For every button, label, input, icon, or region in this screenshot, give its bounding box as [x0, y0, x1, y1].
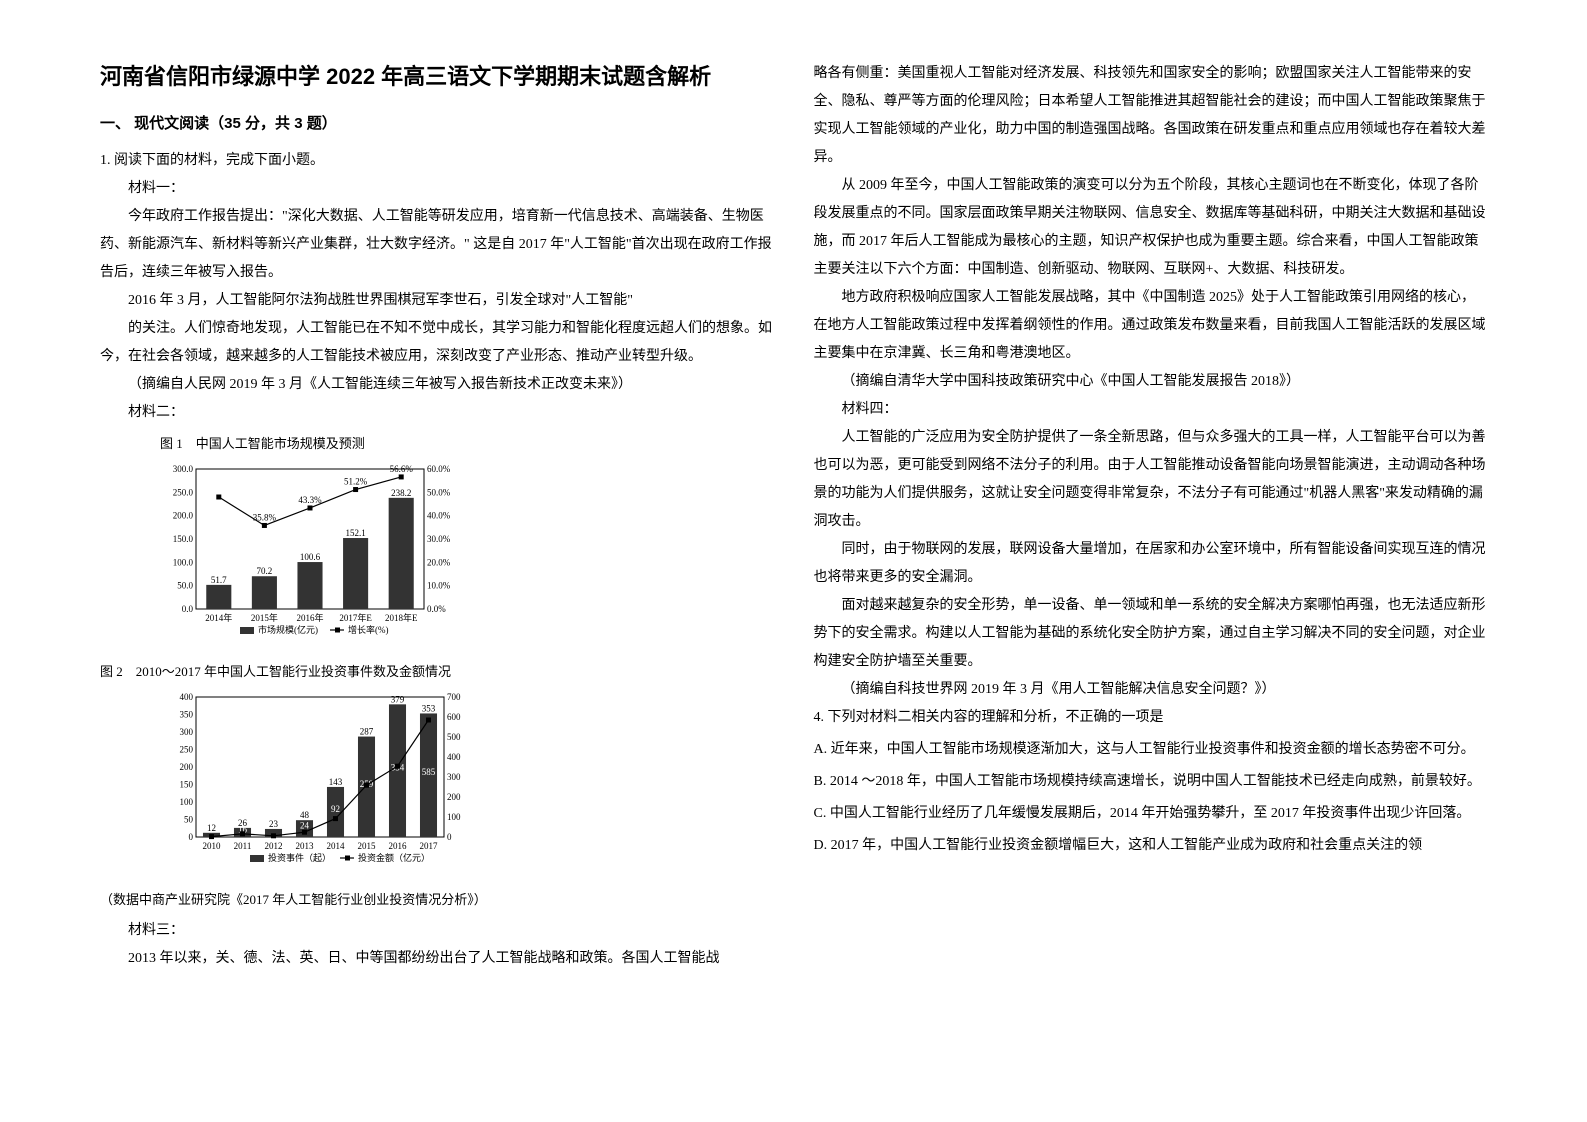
svg-text:20.0%: 20.0% — [427, 557, 451, 567]
svg-text:24: 24 — [300, 821, 310, 831]
option-c: C. 中国人工智能行业经历了几年缓慢发展期后，2014 年开始强势攀升，至 20… — [814, 800, 1488, 828]
svg-text:287: 287 — [360, 727, 374, 737]
svg-text:0: 0 — [447, 832, 452, 842]
chart-source: （数据中商产业研究院《2017 年人工智能行业创业投资情况分析》） — [100, 887, 774, 913]
svg-text:投资事件（起）: 投资事件（起） — [268, 852, 331, 863]
right-p2: 从 2009 年至今，中国人工智能政策的演变可以分为五个阶段，其核心主题词也在不… — [814, 172, 1488, 284]
chart-1: 0.0 50.0 100.0 150.0 200.0 250.0 300.0 0.0% 10.0… — [160, 463, 774, 653]
svg-text:60.0%: 60.0% — [427, 464, 451, 474]
material-4-heading: 材料四： — [814, 396, 1488, 424]
right-p6: 面对越来越复杂的安全形势，单一设备、单一领域和单一系统的安全解决方案哪怕再强，也… — [814, 592, 1488, 676]
option-d: D. 2017 年，中国人工智能行业投资金额增幅巨大，这和人工智能产业成为政府和… — [814, 832, 1488, 860]
svg-text:100.6: 100.6 — [300, 552, 321, 562]
svg-text:市场规模(亿元): 市场规模(亿元) — [258, 624, 318, 635]
svg-text:投资金额（亿元）: 投资金额（亿元） — [358, 852, 430, 863]
svg-text:100.0: 100.0 — [173, 557, 194, 567]
material-4-source: （摘编自科技世界网 2019 年 3 月《用人工智能解决信息安全问题？》） — [814, 676, 1488, 704]
svg-text:700: 700 — [447, 692, 461, 702]
material-1-p3: 的关注。人们惊奇地发现，人工智能已在不知不觉中成长，其学习能力和智能化程度远超人… — [100, 315, 774, 371]
section-heading: 一、 现代文阅读（35 分，共 3 题） — [100, 109, 774, 139]
svg-text:0.0: 0.0 — [182, 604, 194, 614]
material-3-heading: 材料三： — [100, 917, 774, 945]
svg-text:150.0: 150.0 — [173, 534, 194, 544]
svg-text:250: 250 — [180, 745, 194, 755]
svg-text:200: 200 — [180, 762, 194, 772]
material-1-p2: 2016 年 3 月，人工智能阿尔法狗战胜世界围棋冠军李世石，引发全球对"人工智… — [100, 287, 774, 315]
svg-text:0.0%: 0.0% — [427, 604, 446, 614]
svg-text:238.2: 238.2 — [391, 488, 411, 498]
svg-text:400: 400 — [180, 692, 194, 702]
svg-text:43.3%: 43.3% — [298, 495, 322, 505]
svg-text:2017: 2017 — [420, 841, 439, 851]
svg-text:300: 300 — [180, 727, 194, 737]
svg-text:100: 100 — [447, 812, 461, 822]
chart-2: 0 50 100 150 200 250 300 350 400 0 100 200 300 400 500… — [160, 691, 774, 881]
question-4: 4. 下列对材料二相关内容的理解和分析，不正确的一项是 — [814, 704, 1488, 732]
svg-text:350: 350 — [180, 710, 194, 720]
svg-text:379: 379 — [391, 694, 405, 704]
svg-text:70.2: 70.2 — [257, 566, 273, 576]
svg-text:2014年: 2014年 — [205, 612, 232, 623]
left-column: 河南省信阳市绿源中学 2022 年高三语文下学期期末试题含解析 一、 现代文阅读… — [80, 60, 794, 1062]
svg-text:100: 100 — [180, 797, 194, 807]
svg-text:2014: 2014 — [327, 841, 346, 851]
svg-text:50.0: 50.0 — [177, 581, 193, 591]
svg-text:23: 23 — [269, 819, 279, 829]
svg-text:0: 0 — [189, 832, 194, 842]
svg-text:51.7: 51.7 — [211, 575, 227, 585]
svg-text:353: 353 — [422, 703, 436, 713]
material-3-p1: 2013 年以来，关、德、法、英、日、中等国都纷纷出台了人工智能战略和政策。各国… — [100, 945, 774, 973]
svg-text:200.0: 200.0 — [173, 511, 194, 521]
chart-1-title: 图 1 中国人工智能市场规模及预测 — [160, 431, 774, 457]
option-a: A. 近年来，中国人工智能市场规模逐渐加大，这与人工智能行业投资事件和投资金额的… — [814, 736, 1488, 764]
svg-text:2012: 2012 — [265, 841, 283, 851]
svg-text:48: 48 — [300, 810, 310, 820]
svg-text:300.0: 300.0 — [173, 464, 194, 474]
svg-text:143: 143 — [329, 777, 343, 787]
material-2-heading: 材料二： — [100, 399, 774, 427]
svg-text:2016: 2016 — [389, 841, 408, 851]
svg-text:增长率(%): 增长率(%) — [348, 624, 389, 635]
svg-text:300: 300 — [447, 772, 461, 782]
svg-text:500: 500 — [447, 732, 461, 742]
svg-text:50: 50 — [184, 815, 194, 825]
right-p5: 同时，由于物联网的发展，联网设备大量增加，在居家和办公室环境中，所有智能设备间实… — [814, 536, 1488, 592]
svg-text:2011: 2011 — [234, 841, 252, 851]
material-1-source: （摘编自人民网 2019 年 3 月《人工智能连续三年被写入报告新技术正改变未来… — [100, 371, 774, 399]
doc-title: 河南省信阳市绿源中学 2022 年高三语文下学期期末试题含解析 — [100, 60, 774, 93]
svg-text:2015: 2015 — [358, 841, 377, 851]
right-p1: 略各有侧重：美国重视人工智能对经济发展、科技领先和国家安全的影响；欧盟国家关注人… — [814, 60, 1488, 172]
svg-text:50.0%: 50.0% — [427, 487, 451, 497]
right-column: 略各有侧重：美国重视人工智能对经济发展、科技领先和国家安全的影响；欧盟国家关注人… — [794, 60, 1508, 1062]
material-3-source: （摘编自清华大学中国科技政策研究中心《中国人工智能发展报告 2018》） — [814, 368, 1488, 396]
svg-text:40.0%: 40.0% — [427, 511, 451, 521]
svg-text:2016年: 2016年 — [296, 612, 323, 623]
svg-text:10.0%: 10.0% — [427, 581, 451, 591]
svg-text:92: 92 — [331, 804, 340, 814]
svg-text:30.0%: 30.0% — [427, 534, 451, 544]
svg-text:400: 400 — [447, 752, 461, 762]
chart-2-title: 图 2 2010～2017 年中国人工智能行业投资事件数及金额情况 — [100, 659, 774, 685]
material-1-p1: 今年政府工作报告提出："深化大数据、人工智能等研发应用，培育新一代信息技术、高端… — [100, 203, 774, 287]
option-b: B. 2014 ～2018 年，中国人工智能市场规模持续高速增长，说明中国人工智… — [814, 768, 1488, 796]
svg-text:152.1: 152.1 — [345, 528, 365, 538]
svg-text:2018年E: 2018年E — [385, 612, 418, 623]
svg-text:600: 600 — [447, 712, 461, 722]
svg-text:200: 200 — [447, 792, 461, 802]
svg-text:2017年E: 2017年E — [339, 612, 372, 623]
svg-text:51.2%: 51.2% — [344, 477, 368, 487]
svg-text:56.6%: 56.6% — [390, 464, 414, 474]
right-p4: 人工智能的广泛应用为安全防护提供了一条全新思路，但与众多强大的工具一样，人工智能… — [814, 424, 1488, 536]
svg-text:585: 585 — [422, 767, 436, 777]
right-p3: 地方政府积极响应国家人工智能发展战略，其中《中国制造 2025》处于人工智能政策… — [814, 284, 1488, 368]
svg-text:12: 12 — [207, 823, 216, 833]
material-1-heading: 材料一： — [100, 175, 774, 203]
svg-text:250.0: 250.0 — [173, 487, 194, 497]
question-1: 1. 阅读下面的材料，完成下面小题。 — [100, 147, 774, 175]
svg-text:2013: 2013 — [296, 841, 315, 851]
svg-text:2010: 2010 — [203, 841, 222, 851]
svg-text:150: 150 — [180, 780, 194, 790]
svg-text:2015年: 2015年 — [251, 612, 278, 623]
